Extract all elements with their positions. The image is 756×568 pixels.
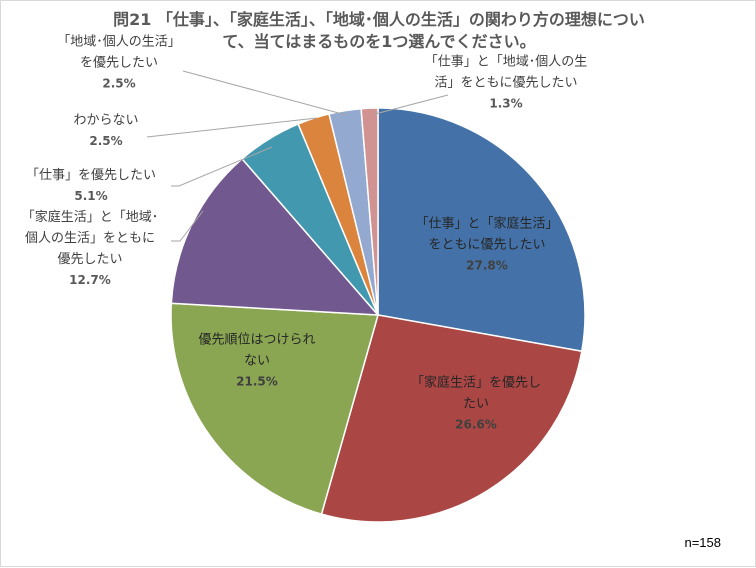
slice-value-label-7: 2.5% [102, 77, 135, 91]
pie-slices [170, 107, 586, 523]
slice-category-label-7: 「地域･個人の生活」 [57, 35, 181, 50]
slice-label-2: 「家庭生活」を優先したい 26.6% [411, 375, 541, 432]
chart-title: 問21 「仕事」、「家庭生活」、「地域･個人の生活」の関わり方の理想につい て、… [1, 9, 756, 53]
slice-label-7: 「地域･個人の生活」を優先したい 2.5% [57, 35, 347, 116]
leader-line-7 [182, 70, 347, 116]
leader-line-6 [146, 117, 318, 138]
leader-line-5 [171, 146, 273, 187]
slice-value-label-3: 21.5% [236, 375, 278, 389]
slice-category-label-3: 優先順位はつけられ [198, 333, 315, 348]
slice-category-label-4: 「家庭生活」と「地域･ [22, 209, 159, 225]
slice-category-label-2: たい [463, 397, 489, 412]
slice-category-label-6: わからない [73, 113, 138, 128]
slice-label-4: 「家庭生活」と「地域･ 個人の生活」をともに優先したい 12.7% [22, 209, 204, 287]
slice-category-label-4: 個人の生活」をともに [25, 231, 155, 246]
slice-value-label-2: 26.6% [455, 418, 497, 432]
slice-label-1: 「仕事」と「家庭生活」をともに優先したい 27.8% [415, 216, 558, 273]
slice-category-label-5: 「仕事」を優先したい [26, 168, 156, 183]
chart-title-line-2: て、当てはまるものを1つ選んでください。 [222, 32, 536, 51]
slice-category-label-1: をともに優先したい [428, 238, 545, 253]
pie-slice-1 [377, 107, 586, 353]
pie-slice-8 [360, 107, 379, 316]
slice-category-label-2: 「家庭生活」を優先し [411, 375, 541, 391]
pie-slice-3 [170, 302, 379, 516]
slice-category-label-8: 「仕事」と「地域･個人の生 [425, 55, 588, 70]
slice-value-label-6: 2.5% [89, 134, 122, 148]
slice-value-label-5: 5.1% [74, 189, 107, 203]
slice-value-label-1: 27.8% [466, 259, 508, 273]
slice-category-label-8: 活」をともに優先したい [434, 76, 577, 91]
slice-label-5: 「仕事」を優先したい 5.1% [26, 146, 273, 203]
slice-category-label-7: を優先したい [80, 56, 158, 71]
chart-title-line-1: 問21 「仕事」、「家庭生活」、「地域･個人の生活」の関わり方の理想につい [113, 10, 645, 29]
slice-label-8: 「仕事」と「地域･個人の生活」をともに優先したい 1.3% [374, 55, 588, 115]
leader-line-8 [374, 94, 449, 115]
sample-size-note: n=158 [684, 535, 721, 550]
slice-category-label-1: 「仕事」と「家庭生活」 [415, 216, 558, 232]
leader-line-4 [171, 210, 204, 242]
pie-slice-2 [320, 314, 583, 523]
pie-slice-4 [170, 157, 380, 316]
slice-value-label-8: 1.3% [489, 97, 522, 111]
slice-category-label-3: ない [244, 354, 270, 369]
slice-category-label-4: 優先したい [57, 252, 122, 267]
slice-label-6: わからない 2.5% [73, 113, 318, 148]
slice-value-label-4: 12.7% [69, 273, 111, 287]
